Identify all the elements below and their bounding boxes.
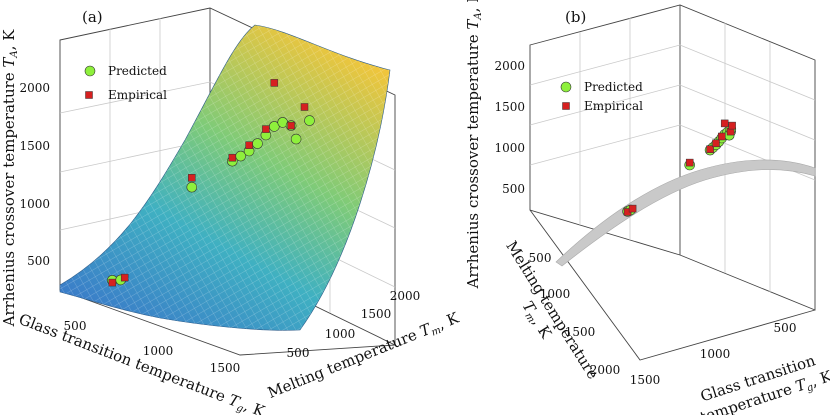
panel-b-ztick: 1500 (494, 100, 525, 114)
panel-a-ytick: 1500 (361, 307, 392, 321)
panel-b-ytick: 500 (529, 251, 552, 265)
empirical-point (108, 278, 117, 287)
empirical-point (706, 145, 714, 153)
predicted-point (304, 115, 315, 126)
panel-b-ytick: 2000 (590, 363, 621, 377)
panel-b-surface (555, 159, 816, 267)
legend-label-empirical: Empirical (108, 88, 167, 102)
panel-b-legend: Predicted Empirical (560, 80, 643, 113)
legend-marker-empirical (85, 91, 93, 99)
panel-a-ytick: 1000 (325, 327, 356, 341)
empirical-point (262, 125, 270, 133)
panel-b-ztick: 2000 (494, 59, 525, 73)
empirical-point (728, 121, 736, 130)
predicted-point (290, 133, 302, 145)
panel-a-ytick: 500 (287, 346, 310, 360)
panel-a-zlabel: Arrhenius crossover temperature TA, K (0, 29, 20, 328)
panel-a-ztick: 1000 (19, 197, 50, 211)
panel-a-legend: Predicted Empirical (84, 64, 167, 102)
panel-a-ytick: 2000 (390, 289, 421, 303)
panel-b-xtick: 500 (774, 321, 797, 335)
predicted-point (186, 181, 198, 193)
legend-marker-predicted (84, 65, 96, 77)
legend-label-predicted: Predicted (108, 64, 167, 78)
panel-a-label: (a) (82, 8, 103, 26)
empirical-point (718, 132, 726, 141)
panel-b-zlabel: Arrhenius crossover temperature TA, K (464, 0, 484, 289)
panel-a-ztick: 500 (27, 254, 50, 268)
predicted-point (252, 138, 263, 149)
panel-b-ztick: 1000 (494, 141, 525, 155)
panel-a-xtick: 1000 (143, 344, 174, 358)
empirical-point (712, 139, 720, 148)
empirical-point (287, 121, 295, 130)
panel-a-markers (107, 79, 315, 287)
empirical-point (120, 273, 129, 282)
panel-a-xtick: 500 (64, 319, 87, 333)
panel-b-ytick: 1500 (565, 325, 596, 339)
legend-label-predicted: Predicted (584, 80, 643, 94)
panel-a: 2000 1500 1000 500 500 1000 1500 500 100… (0, 7, 463, 415)
panel-b-ztick: 500 (502, 182, 525, 196)
panel-b-markers (622, 119, 737, 217)
panel-a-ztick: 2000 (19, 81, 50, 95)
svg-text:Melting temperature: Melting temperature (502, 238, 602, 383)
panel-a-ztick: 1500 (19, 139, 50, 153)
empirical-point (685, 158, 694, 167)
empirical-point (270, 79, 279, 87)
panel-b: 2000 1500 1000 500 500 1000 1500 2000 50… (464, 0, 830, 415)
panel-b-label: (b) (565, 8, 586, 26)
legend-marker-empirical (562, 102, 570, 110)
panel-a-xtick: 1500 (210, 361, 241, 375)
empirical-point (228, 153, 237, 162)
panel-b-ytick: 1000 (540, 287, 571, 301)
empirical-point (628, 204, 637, 213)
empirical-point (245, 141, 253, 149)
panel-b-xtick: 1000 (700, 347, 731, 361)
empirical-point (720, 119, 729, 128)
panel-b-xtick: 1500 (630, 373, 661, 387)
empirical-point (300, 103, 309, 111)
empirical-point (188, 174, 196, 182)
legend-label-empirical: Empirical (584, 99, 643, 113)
legend-marker-predicted (560, 81, 572, 93)
